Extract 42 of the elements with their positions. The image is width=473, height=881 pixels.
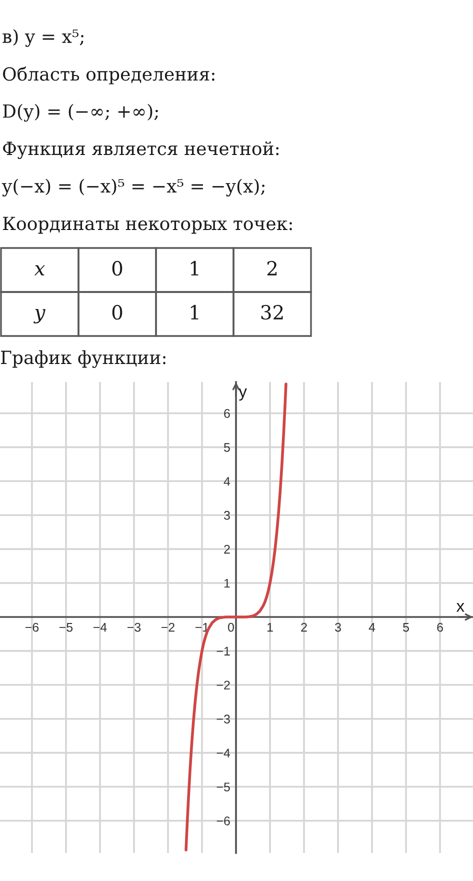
data-label: 32 <box>261 304 283 320</box>
chart-title: График функции: <box>0 350 166 368</box>
category-label: 0 <box>112 304 122 320</box>
x-tick-label: 4 <box>368 623 376 632</box>
category-label: 1 <box>190 304 198 320</box>
x-tick-label: −4 <box>93 623 107 632</box>
x-tick-label: −6 <box>25 622 39 632</box>
y-tick-label: 6 <box>224 409 230 418</box>
y-tick-label: −4 <box>216 748 230 758</box>
text: Координаты некоторых точек: <box>2 216 292 234</box>
y-tick-label: −6 <box>216 816 230 826</box>
y-tick-label: −5 <box>216 782 230 792</box>
x-tick-label: −3 <box>127 622 141 632</box>
x-tick-label: −5 <box>59 623 73 632</box>
y-tick-label: −2 <box>216 680 230 690</box>
x-tick-label: 6 <box>437 622 443 632</box>
y-axis-title: y <box>238 388 247 401</box>
text: в) y = x⁵; <box>2 29 84 47</box>
text: y(−x) = (−x)⁵ = −x⁵ = −y(x); <box>2 178 264 196</box>
y-tick-label: 3 <box>224 510 230 520</box>
data-label: 0 <box>112 260 122 276</box>
y-tick-label: −1 <box>216 646 230 656</box>
y-tick-label: 4 <box>224 477 230 486</box>
x-tick-label: 5 <box>403 623 409 632</box>
x-tick-label: 3 <box>335 622 341 632</box>
y-tick-label: 5 <box>224 443 230 452</box>
x-tick-label: 0 <box>228 622 234 632</box>
y-tick-label: 2 <box>224 544 230 554</box>
text: Функция является нечетной: <box>3 141 279 159</box>
x-tick-label: −2 <box>161 622 174 632</box>
data-label: 1 <box>190 260 198 276</box>
text: Область определения: <box>3 66 214 84</box>
text: D(y) = (−∞; +∞); <box>2 104 158 122</box>
y-tick-label: 1 <box>224 578 230 588</box>
text: y <box>34 308 46 324</box>
text: x <box>34 265 45 276</box>
y-tick-label: −3 <box>216 714 230 724</box>
x-axis-title: x <box>456 602 464 612</box>
x-tick-label: 1 <box>267 623 273 632</box>
category-label: 2 <box>267 260 277 276</box>
line-series <box>184 382 288 852</box>
x-tick-label: 2 <box>301 622 307 632</box>
